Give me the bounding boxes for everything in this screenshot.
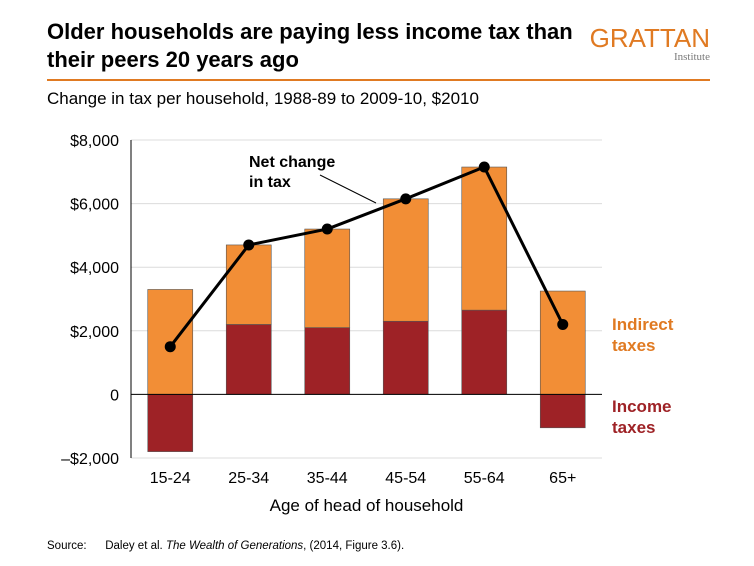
source-label: Source: [47, 540, 87, 552]
bar-indirect-taxes [539, 290, 586, 395]
x-tick-label: 45-54 [385, 470, 426, 487]
x-tick-label: 55-64 [464, 470, 505, 487]
bar-income-taxes [147, 394, 194, 452]
bar-income-taxes [539, 394, 586, 429]
bar-income-taxes [304, 327, 351, 395]
page-title: Older households are paying less income … [47, 19, 573, 72]
bar-indirect-taxes [461, 166, 508, 311]
y-tick-label: 0 [110, 387, 119, 404]
chart-subtitle: Change in tax per household, 1988-89 to … [47, 89, 479, 108]
logo-wordmark: GRATTAN [589, 23, 710, 53]
x-tick-label: 35-44 [307, 470, 348, 487]
net-change-line [169, 165, 565, 348]
x-tick-label: 15-24 [150, 470, 191, 487]
source-text-post: , (2014, Figure 3.6). [303, 540, 405, 552]
legend-indirect-taxes: Indirect taxes [612, 315, 674, 355]
net-change-point [400, 193, 412, 205]
net-change-point [478, 161, 490, 173]
annotation-line-1: Net change [249, 154, 335, 171]
x-axis-label: Age of head of household [270, 496, 464, 515]
header-rule [47, 79, 710, 81]
net-change-point [557, 318, 569, 330]
grattan-logo: GRATTAN Institute [586, 24, 710, 64]
bar-income-taxes [461, 309, 508, 395]
net-change-point [321, 223, 333, 235]
y-tick-label: $8,000 [70, 133, 119, 150]
source-title: The Wealth of Generations [165, 540, 304, 552]
annotation-line-2: in tax [249, 174, 291, 191]
bar-indirect-taxes [382, 198, 429, 322]
source-text-pre: Daley et al. [105, 540, 166, 552]
y-tick-label: $2,000 [70, 324, 119, 341]
x-tick-label: 65+ [549, 470, 576, 487]
net-change-point [243, 239, 255, 251]
y-tick-label: –$2,000 [61, 451, 119, 468]
bar-indirect-taxes [304, 228, 351, 328]
y-tick-label: $4,000 [70, 260, 119, 277]
annotation-pointer [319, 174, 377, 204]
net-change-point [164, 341, 176, 353]
source-note: Source: Daley et al. The Wealth of Gener… [47, 540, 404, 552]
legend-income-taxes: Income taxes [612, 397, 672, 437]
bar-income-taxes [225, 324, 272, 395]
x-tick-label: 25-34 [228, 470, 269, 487]
y-tick-label: $6,000 [70, 197, 119, 214]
bar-indirect-taxes [225, 244, 272, 325]
logo-subtext: Institute [673, 51, 710, 63]
bar-income-taxes [382, 320, 429, 395]
